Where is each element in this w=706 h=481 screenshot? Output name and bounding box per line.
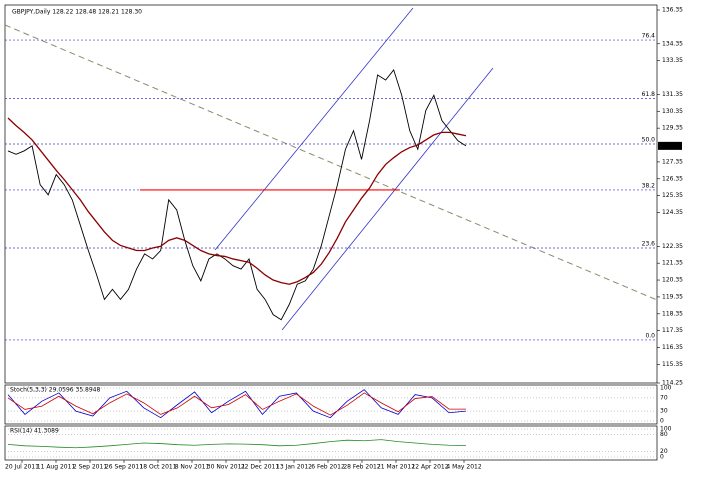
y-tick-label: 119.35 (662, 293, 683, 300)
y-tick-label: 70 (660, 394, 668, 401)
y-tick-label: 114.25 (662, 380, 683, 387)
x-tick-label: 21 Mar 2012 (377, 464, 415, 471)
chart-title: GBPJPY,Daily 128.22 128.48 128.21 128.30 (12, 9, 142, 16)
price-box (658, 141, 682, 150)
y-tick-label: 117.35 (662, 327, 683, 334)
y-tick-label: 80 (660, 431, 668, 438)
y-tick-label: 122.35 (662, 243, 683, 250)
rsi-line (7, 439, 467, 449)
main-panel (4, 4, 658, 384)
y-tick-label: 133.35 (662, 57, 683, 64)
rsi-label: RSI(14) 41.3089 (10, 428, 59, 435)
x-tick-label: 12 Apr 2012 (411, 464, 448, 471)
price-line (7, 117, 467, 285)
trend-line (4, 24, 658, 301)
x-tick-label: 13 Jan 2012 (276, 464, 312, 471)
y-tick-label: 116.35 (662, 344, 683, 351)
channel-line (281, 67, 494, 331)
stoch-line (7, 392, 466, 416)
x-tick-label: 18 Oct 2011 (139, 464, 176, 471)
y-tick-label: 0 (660, 454, 664, 461)
y-tick-label: 134.35 (662, 40, 683, 47)
y-tick-label: 129.35 (662, 125, 683, 132)
rsi-panel (4, 425, 658, 461)
y-tick-label: 100 (660, 426, 672, 433)
y-tick-label: 125.35 (662, 192, 683, 199)
fib-label: 23.6 (642, 240, 656, 247)
price-label: 128.30 (660, 142, 681, 149)
y-tick-label: 127.35 (662, 158, 683, 165)
x-tick-label: 4 May 2012 (446, 464, 481, 471)
x-tick-label: 30 Nov 2011 (207, 464, 246, 471)
stoch-line (7, 389, 467, 419)
x-tick-label: 6 Feb 2012 (311, 464, 345, 471)
y-tick-label: 0 (660, 418, 664, 425)
y-tick-label: 124.35 (662, 209, 683, 216)
x-tick-label: 8 Nov 2011 (175, 464, 210, 471)
y-tick-label: 130.35 (662, 108, 683, 115)
x-tick-label: 2 Sep 2011 (73, 464, 107, 471)
fib-label: 50.0 (642, 137, 656, 144)
x-tick-label: 20 Jul 2011 (5, 464, 39, 471)
channel-line (214, 7, 414, 251)
x-tick-label: 22 Dec 2011 (241, 464, 280, 471)
stoch-panel (4, 384, 658, 425)
y-tick-label: 120.35 (662, 277, 683, 284)
fib-label: 61.8 (642, 91, 656, 98)
y-tick-label: 118.35 (662, 310, 683, 317)
x-tick-label: 28 Feb 2012 (343, 464, 381, 471)
price-line (7, 68, 467, 321)
y-tick-label: 115.35 (662, 361, 683, 368)
x-tick-label: 26 Sep 2011 (105, 464, 143, 471)
x-tick-label: 11 Aug 2011 (37, 464, 76, 471)
fib-label: 0.0 (645, 332, 655, 339)
fib-label: 38.2 (642, 182, 656, 189)
y-tick-label: 126.35 (662, 175, 683, 182)
y-tick-label: 136.35 (662, 7, 683, 14)
y-tick-label: 20 (660, 448, 668, 455)
y-tick-label: 131.35 (662, 91, 683, 98)
y-tick-label: 30 (660, 408, 668, 415)
y-tick-label: 100 (660, 385, 672, 392)
stoch-label: Stoch(5,3,3) 29.0596 35.8948 (10, 387, 101, 394)
fib-label: 76.4 (642, 33, 656, 40)
y-tick-label: 121.35 (662, 260, 683, 267)
